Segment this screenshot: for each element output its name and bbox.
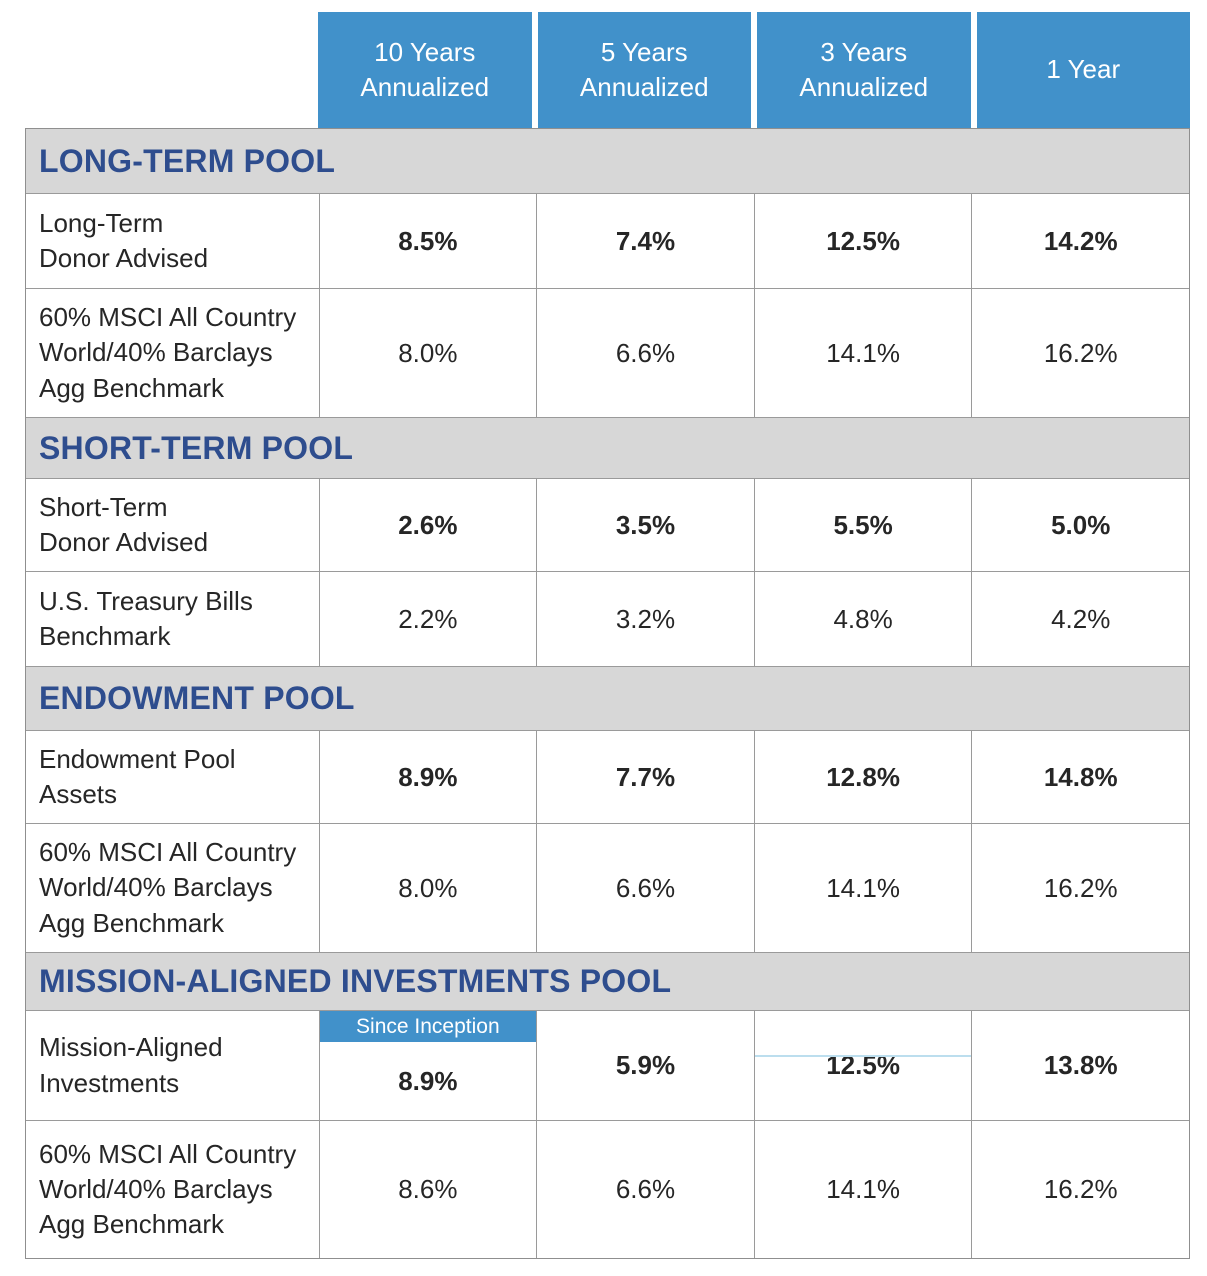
row-label: Long-Term Donor Advised bbox=[39, 207, 209, 273]
since-inception-badge: Since Inception bbox=[319, 1011, 537, 1042]
value-cell-5y: 6.6% bbox=[536, 1121, 754, 1258]
section-title: SHORT-TERM POOL bbox=[39, 429, 354, 466]
section-header-endowment-pool: ENDOWMENT POOL bbox=[26, 666, 1189, 730]
row-label: 60% MSCI All Country World/40% Barclays … bbox=[39, 837, 297, 938]
table-body: LONG-TERM POOL Long-Term Donor Advised 8… bbox=[25, 128, 1190, 1259]
value-cell-3y: 14.1% bbox=[753, 289, 972, 417]
row-label: Short-Term Donor Advised bbox=[39, 491, 209, 557]
value-cell-1y: 5.0% bbox=[971, 479, 1189, 571]
value-cell-1y: 13.8% bbox=[971, 1011, 1189, 1120]
table-row-endowment-benchmark: 60% MSCI All Country World/40% Barclays … bbox=[26, 823, 1189, 952]
value-cell-3y: 14.1% bbox=[753, 1121, 972, 1258]
value-cell-3y: 12.5% bbox=[753, 194, 972, 288]
value-cell-10y: 8.5% bbox=[318, 194, 537, 288]
value-cell-1y: 14.2% bbox=[971, 194, 1189, 288]
table-row-long-term-donor-advised: Long-Term Donor Advised 8.5% 7.4% 12.5% … bbox=[26, 193, 1189, 288]
value-cell-5y: 7.4% bbox=[536, 194, 754, 288]
row-label: Endowment Pool Assets bbox=[39, 743, 236, 809]
value-cell-10y: 8.6% bbox=[318, 1121, 537, 1258]
value-cell-1y: 16.2% bbox=[971, 289, 1189, 417]
column-header-1-year: 1 Year bbox=[976, 12, 1190, 128]
value-cell-5y: 6.6% bbox=[536, 289, 754, 417]
section-title: ENDOWMENT POOL bbox=[39, 680, 355, 716]
section-header-long-term-pool: LONG-TERM POOL bbox=[26, 129, 1189, 193]
column-header-5-years: 5 Years Annualized bbox=[537, 12, 751, 128]
section-header-mission-aligned-pool: MISSION-ALIGNED INVESTMENTS POOL bbox=[26, 952, 1189, 1010]
value-cell-5y: 7.7% bbox=[536, 731, 754, 823]
row-label: 60% MSCI All Country World/40% Barclays … bbox=[39, 1138, 297, 1240]
column-header-row: 10 Years Annualized 5 Years Annualized 3… bbox=[318, 12, 1190, 128]
value-cell-5y: 6.6% bbox=[536, 824, 754, 952]
value-cell-10y: 2.6% bbox=[318, 479, 537, 571]
value-cell-1y: 14.8% bbox=[971, 731, 1189, 823]
value-cell-10y: 8.0% bbox=[318, 824, 537, 952]
row-label: U.S. Treasury Bills Benchmark bbox=[39, 585, 253, 651]
table-row-mission-aligned-benchmark: 60% MSCI All Country World/40% Barclays … bbox=[26, 1120, 1189, 1258]
value-cell-5y: 5.9% bbox=[536, 1011, 754, 1120]
value-cell-3y: 4.8% bbox=[753, 572, 972, 666]
value-cell-1y: 16.2% bbox=[971, 1121, 1189, 1258]
section-title: MISSION-ALIGNED INVESTMENTS POOL bbox=[39, 963, 672, 999]
artifact-line bbox=[754, 1055, 972, 1057]
value-cell-3y: 5.5% bbox=[753, 479, 972, 571]
value-cell-1y: 4.2% bbox=[971, 572, 1189, 666]
row-label: Mission-Aligned Investments bbox=[39, 1032, 223, 1098]
value-cell-5y: 3.5% bbox=[536, 479, 754, 571]
row-label: 60% MSCI All Country World/40% Barclays … bbox=[39, 302, 297, 403]
value-cell-10y: 8.9% bbox=[318, 731, 537, 823]
table-row-mission-aligned-investments: Mission-Aligned Investments Since Incept… bbox=[26, 1010, 1189, 1120]
value-cell-3y: 12.5% bbox=[753, 1011, 972, 1120]
since-inception-value: 8.9% bbox=[398, 1065, 458, 1096]
investment-performance-table: 10 Years Annualized 5 Years Annualized 3… bbox=[25, 12, 1190, 1259]
section-title: LONG-TERM POOL bbox=[39, 142, 336, 179]
value-cell-5y: 3.2% bbox=[536, 572, 754, 666]
value-cell-3y: 14.1% bbox=[753, 824, 972, 952]
value-cell-3y: 12.8% bbox=[753, 731, 972, 823]
column-header-3-years: 3 Years Annualized bbox=[757, 12, 971, 128]
table-row-treasury-bills-benchmark: U.S. Treasury Bills Benchmark 2.2% 3.2% … bbox=[26, 571, 1189, 666]
table-row-endowment-pool-assets: Endowment Pool Assets 8.9% 7.7% 12.8% 14… bbox=[26, 730, 1189, 823]
column-header-10-years: 10 Years Annualized bbox=[318, 12, 532, 128]
table-row-short-term-donor-advised: Short-Term Donor Advised 2.6% 3.5% 5.5% … bbox=[26, 478, 1189, 571]
value-cell-10y: 8.0% bbox=[318, 289, 537, 417]
value-cell-10y: 2.2% bbox=[318, 572, 537, 666]
section-header-short-term-pool: SHORT-TERM POOL bbox=[26, 417, 1189, 478]
value-cell-1y: 16.2% bbox=[971, 824, 1189, 952]
value-cell-since-inception: Since Inception 8.9% bbox=[318, 1011, 537, 1120]
table-row-long-term-benchmark: 60% MSCI All Country World/40% Barclays … bbox=[26, 288, 1189, 417]
